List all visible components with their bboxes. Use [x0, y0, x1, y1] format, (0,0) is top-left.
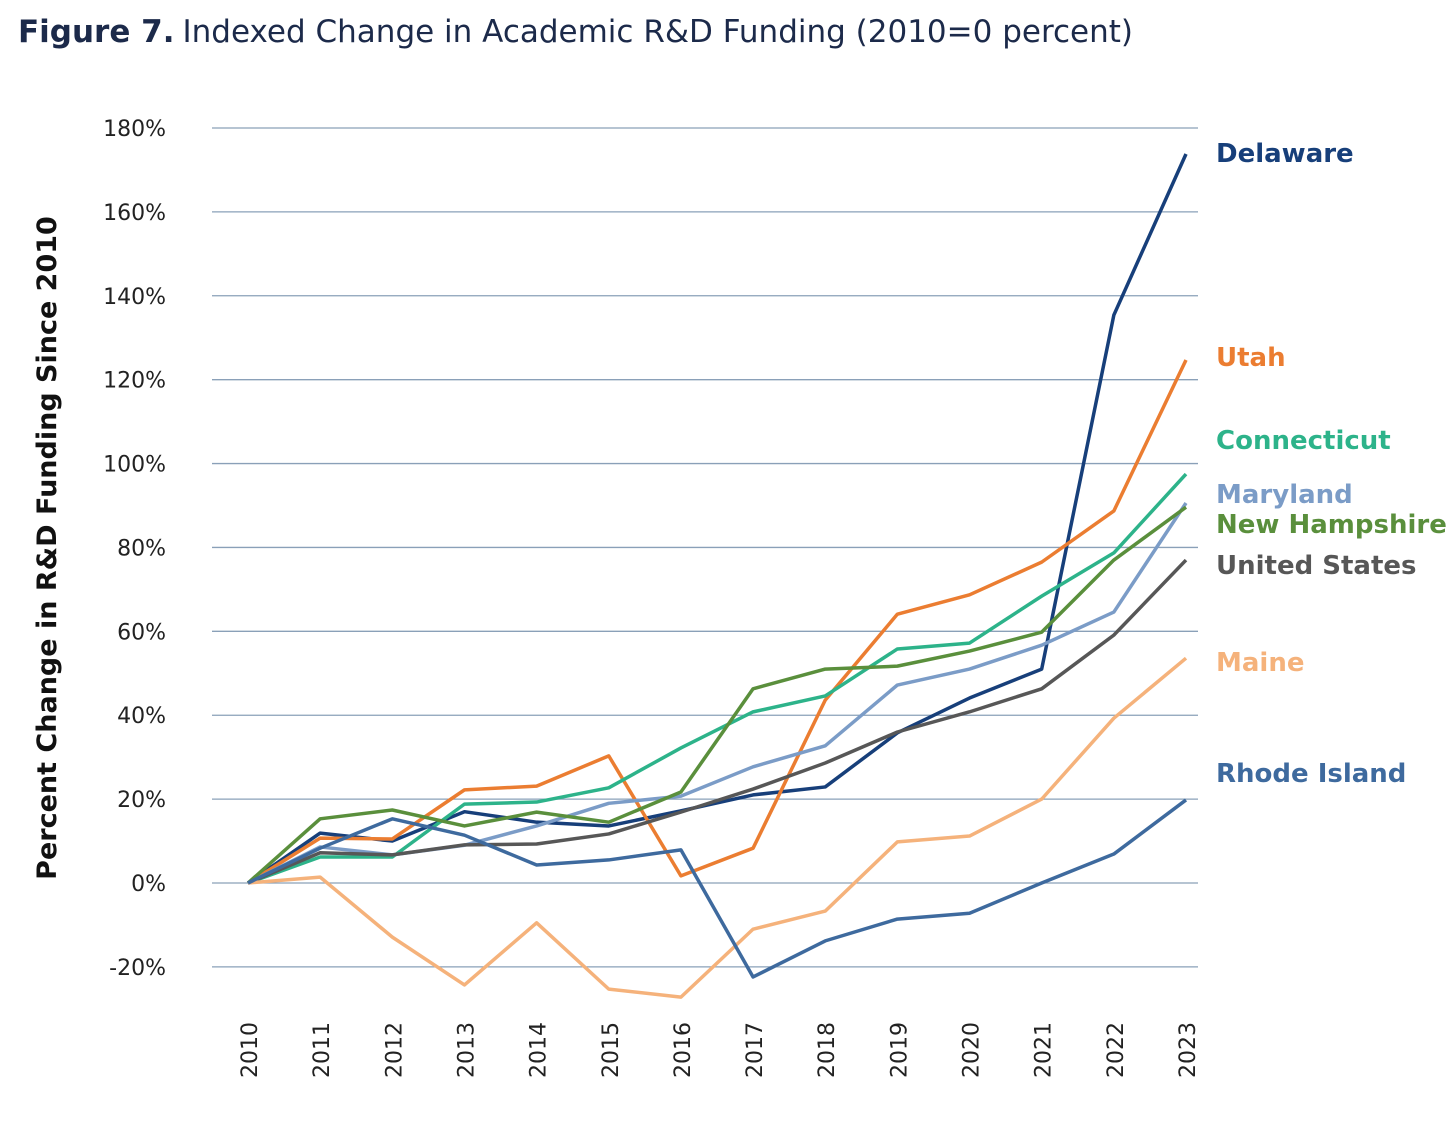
y-tick-label: 80%: [117, 536, 166, 561]
y-tick-label: 140%: [103, 285, 166, 310]
x-tick-label: 2013: [454, 1022, 479, 1078]
series-label: Connecticut: [1216, 426, 1391, 456]
y-axis-label: Percent Change in R&D Funding Since 2010: [32, 216, 63, 880]
title-text: Indexed Change in Academic R&D Funding (…: [183, 14, 1134, 50]
x-tick-label: 2022: [1104, 1022, 1129, 1078]
x-tick-label: 2011: [310, 1022, 335, 1078]
figure-number: Figure 7.: [18, 14, 175, 50]
y-tick-label: 60%: [117, 620, 166, 645]
x-tick-label: 2020: [960, 1022, 985, 1078]
y-tick-label: 120%: [103, 369, 166, 394]
series-label: Maine: [1216, 648, 1304, 678]
x-tick-label: 2017: [743, 1022, 768, 1078]
x-tick-label: 2012: [382, 1022, 407, 1078]
series-line-new-hampshire: [248, 507, 1186, 883]
series-line-united-states: [248, 560, 1186, 883]
y-tick-label: 40%: [117, 704, 166, 729]
y-tick-label: -20%: [109, 956, 166, 981]
x-tick-label: 2021: [1032, 1022, 1057, 1078]
y-tick-label: 100%: [103, 453, 166, 478]
series-line-maine: [248, 658, 1186, 997]
x-tick-label: 2010: [238, 1022, 263, 1078]
series-label: Rhode Island: [1216, 759, 1406, 789]
x-tick-label: 2014: [527, 1022, 552, 1078]
series-line-delaware: [248, 154, 1186, 883]
y-tick-label: 180%: [103, 117, 166, 142]
series-label: United States: [1216, 551, 1417, 581]
chart-title: Figure 7.Indexed Change in Academic R&D …: [18, 14, 1133, 50]
x-tick-label: 2018: [815, 1022, 840, 1078]
series-line-rhode-island: [248, 800, 1186, 977]
y-tick-label: 20%: [117, 788, 166, 813]
series-label: New Hampshire: [1216, 510, 1447, 540]
series-label: Utah: [1216, 343, 1286, 373]
y-tick-label: 160%: [103, 201, 166, 226]
x-tick-label: 2015: [599, 1022, 624, 1078]
x-tick-label: 2016: [671, 1022, 696, 1078]
x-tick-label: 2019: [887, 1022, 912, 1078]
series-label: Maryland: [1216, 480, 1353, 510]
y-tick-label: 0%: [131, 872, 166, 897]
series-label: Delaware: [1216, 139, 1354, 169]
x-tick-label: 2023: [1176, 1022, 1201, 1078]
